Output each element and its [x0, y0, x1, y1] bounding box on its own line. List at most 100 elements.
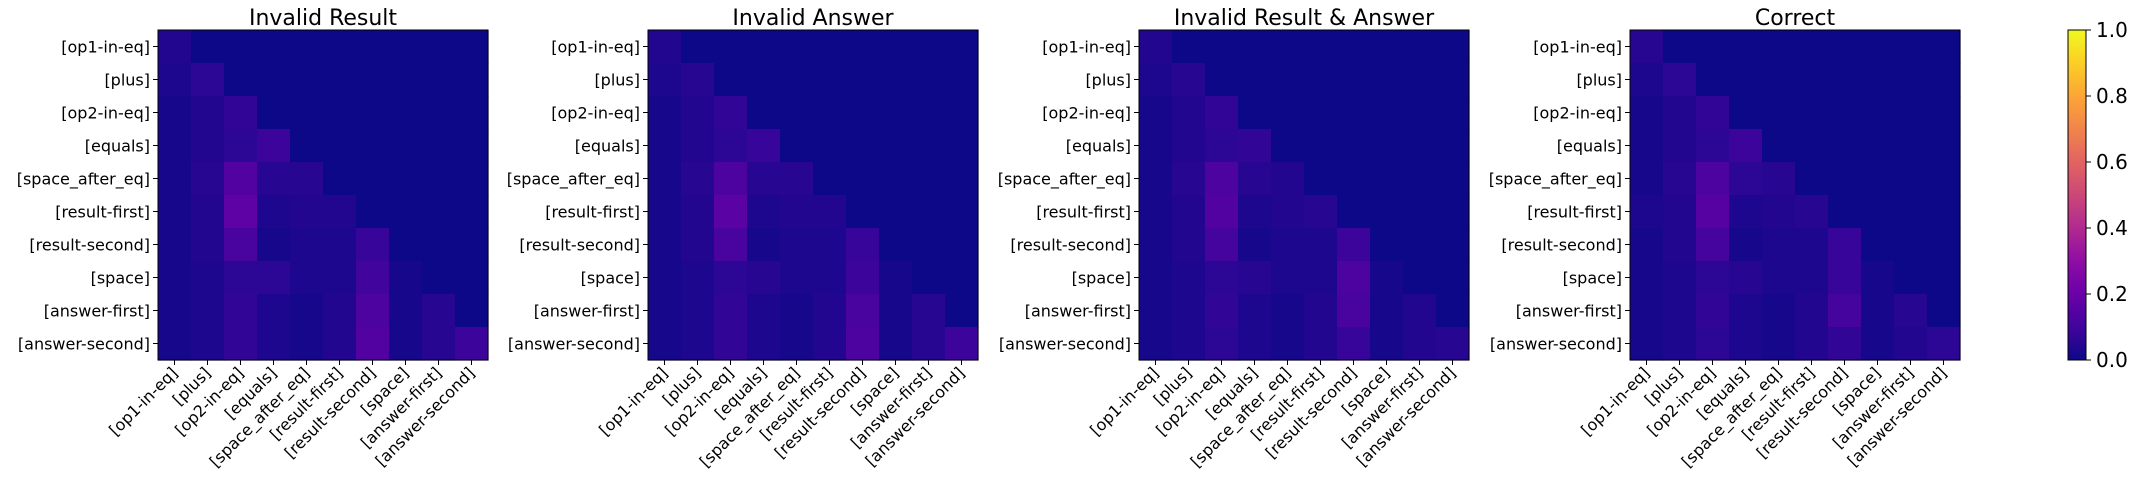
heatmap-cell [912, 96, 946, 130]
panel-title: Invalid Result [249, 6, 397, 31]
heatmap-cell [257, 96, 291, 130]
heatmap-cell [191, 129, 225, 163]
heatmap-cell [780, 96, 814, 130]
heatmap-cell [1370, 195, 1404, 229]
heatmap-cell [1663, 294, 1697, 328]
heatmap-cell [747, 294, 781, 328]
heatmap-cell [1795, 30, 1829, 64]
y-tick-label: [result-first] [1527, 203, 1622, 222]
heatmap-cell [1894, 261, 1928, 295]
heatmap-cell [1337, 129, 1371, 163]
heatmap-cell [1271, 228, 1305, 262]
y-tick-label: [answer-second] [508, 335, 640, 354]
heatmap-cell [389, 195, 423, 229]
heatmap-cell [1630, 129, 1664, 163]
heatmap-cell [422, 294, 456, 328]
heatmap-cell [1894, 228, 1928, 262]
heatmap-panels: Invalid Result [op1-in-eq] [op1-in-eq] [plu… [17, 6, 1961, 472]
heatmap-cell [1436, 162, 1470, 196]
heatmap-cell [1630, 228, 1664, 262]
heatmap-cell [1139, 228, 1173, 262]
heatmap-cell [1139, 162, 1173, 196]
heatmap-cell [455, 129, 489, 163]
heatmap-cell [1337, 162, 1371, 196]
colorbar-tick-label: 0.4 [2096, 216, 2128, 240]
heatmap-cell [1436, 63, 1470, 97]
heatmap-cell [323, 129, 357, 163]
heatmap-cell [323, 96, 357, 130]
heatmap-cell [1696, 129, 1730, 163]
heatmap-cell [1205, 30, 1239, 64]
heatmap-cell [1370, 96, 1404, 130]
heatmap-cell [158, 96, 192, 130]
heatmap-cell [1762, 195, 1796, 229]
y-tick-label: [space] [1563, 269, 1622, 288]
heatmap-cell [1630, 96, 1664, 130]
heatmap-cell [945, 96, 979, 130]
heatmap-cell [422, 162, 456, 196]
heatmap-cell [1861, 228, 1895, 262]
heatmap-cell [1205, 294, 1239, 328]
heatmap-cell [648, 294, 682, 328]
y-tick-label: [equals] [85, 137, 150, 156]
heatmap-cell [356, 129, 390, 163]
heatmap-cell [1729, 294, 1763, 328]
heatmap-cell [1403, 261, 1437, 295]
heatmap-cell [1436, 129, 1470, 163]
heatmap-cell [356, 30, 390, 64]
heatmap-cell [1729, 261, 1763, 295]
heatmap-cell [1271, 63, 1305, 97]
heatmap-cell [1370, 327, 1404, 361]
heatmap-cell [1894, 195, 1928, 229]
heatmap-cell [1894, 30, 1928, 64]
heatmap-cell [747, 261, 781, 295]
heatmap-cell [1630, 327, 1664, 361]
x-tick-label: [op1-in-eq] [595, 363, 671, 439]
heatmap-cell [1403, 96, 1437, 130]
heatmap-cell [158, 294, 192, 328]
heatmap-cell [681, 162, 715, 196]
heatmap-cell [1828, 261, 1862, 295]
colorbar: 0.0 0.2 0.4 0.6 0.8 1.0 [2067, 18, 2128, 372]
heatmap-cell [1894, 63, 1928, 97]
heatmap-cell [1663, 30, 1697, 64]
heatmap-cell [224, 294, 258, 328]
heatmap-cell [1861, 294, 1895, 328]
heatmap-cell [290, 294, 324, 328]
y-tick-label: [space] [91, 269, 150, 288]
heatmap-cell [1894, 294, 1928, 328]
y-tick-label: [answer-second] [999, 335, 1131, 354]
heatmap-cell [846, 96, 880, 130]
heatmap-cell [912, 30, 946, 64]
heatmap-cell [747, 195, 781, 229]
heatmap-cell [648, 327, 682, 361]
axes-frame [1629, 29, 1961, 361]
heatmap-cell [389, 63, 423, 97]
heatmap-cell [1370, 63, 1404, 97]
heatmap-cell [1436, 327, 1470, 361]
heatmap-cell [1630, 63, 1664, 97]
heatmap-cell [1729, 63, 1763, 97]
y-tick-label: [result-first] [545, 203, 640, 222]
heatmap-cell [323, 195, 357, 229]
heatmap-cell [714, 195, 748, 229]
heatmap-cell [1927, 195, 1961, 229]
heatmap-cell [1696, 195, 1730, 229]
heatmap-cell [1663, 63, 1697, 97]
heatmap-cell [224, 327, 258, 361]
heatmap-cell [747, 63, 781, 97]
heatmap-cell [1894, 96, 1928, 130]
heatmap-cell [455, 294, 489, 328]
heatmap-cell [1696, 327, 1730, 361]
y-tick-label: [equals] [1557, 137, 1622, 156]
heatmap-cell [1861, 63, 1895, 97]
heatmap-cell [1795, 195, 1829, 229]
heatmap-cell [455, 162, 489, 196]
heatmap-cell [912, 195, 946, 229]
x-tick-label: [op1-in-eq] [105, 363, 181, 439]
heatmap-cell [1894, 327, 1928, 361]
heatmap-cell [1271, 30, 1305, 64]
colorbar-ticks: 0.0 0.2 0.4 0.6 0.8 1.0 [2086, 18, 2128, 372]
y-tick-label: [result-first] [1036, 203, 1131, 222]
heatmap-cell [1337, 261, 1371, 295]
